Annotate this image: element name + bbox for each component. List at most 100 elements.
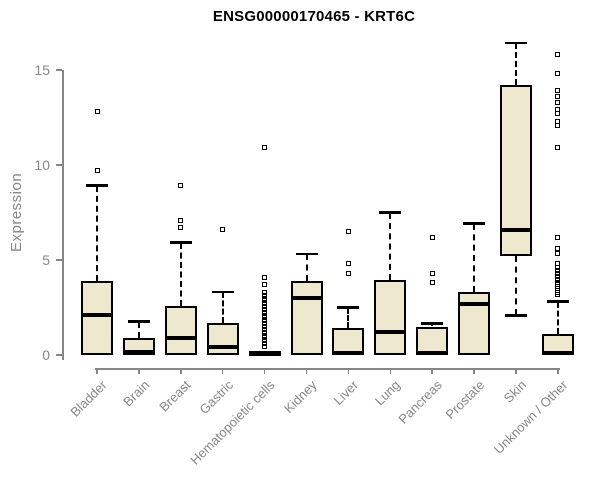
upper-whisker-line — [389, 212, 392, 280]
outlier-point — [555, 246, 561, 252]
outlier-point — [262, 338, 268, 344]
upper-whisker-line — [221, 292, 224, 323]
upper-whisker-cap — [421, 322, 444, 325]
outlier-point — [555, 107, 561, 113]
upper-whisker-line — [179, 242, 182, 306]
y-tick-label: 10 — [34, 157, 50, 173]
outlier-point — [178, 225, 184, 231]
outlier-point — [345, 270, 351, 276]
outlier-point — [555, 88, 561, 94]
outlier-point — [220, 227, 226, 233]
y-tick-label: 5 — [42, 252, 50, 268]
outlier-point — [262, 335, 268, 341]
outlier-point — [262, 315, 268, 321]
outlier-point — [94, 168, 100, 174]
upper-whisker-line — [347, 307, 350, 329]
x-axis-tick — [221, 368, 224, 374]
median-line — [332, 351, 365, 356]
box-iqr — [164, 305, 197, 355]
outlier-point — [262, 292, 268, 298]
median-line — [122, 350, 155, 355]
outlier-point — [555, 250, 561, 256]
x-axis-tick — [473, 368, 475, 374]
upper-whisker-cap — [379, 211, 402, 214]
outlier-point — [555, 234, 561, 240]
upper-whisker-line — [305, 254, 308, 281]
x-category-label: Liver — [330, 377, 362, 408]
x-axis-tick — [557, 368, 559, 374]
y-axis-line — [62, 70, 64, 360]
outlier-point — [555, 273, 561, 279]
upper-whisker-line — [556, 301, 559, 335]
outlier-point — [555, 261, 561, 267]
outlier-point — [262, 321, 268, 327]
upper-whisker-line — [515, 43, 517, 86]
upper-whisker-cap — [546, 300, 569, 303]
x-category-label: Gastric — [195, 377, 236, 418]
outlier-point — [262, 309, 268, 315]
upper-whisker-cap — [127, 320, 150, 323]
upper-whisker-cap — [86, 184, 108, 187]
outlier-point — [262, 326, 268, 332]
x-category-label: Skin — [500, 377, 529, 406]
outlier-point — [262, 145, 268, 151]
outlier-point — [429, 280, 435, 286]
y-axis-label: Expression — [8, 172, 25, 252]
outlier-point — [262, 298, 268, 304]
outlier-point — [429, 234, 435, 240]
y-axis-tick — [56, 259, 62, 261]
median-line — [81, 313, 113, 318]
x-axis-tick — [138, 368, 140, 374]
y-axis-tick — [56, 69, 62, 71]
y-axis-tick — [56, 354, 62, 356]
upper-whisker-line — [473, 223, 476, 293]
median-line — [206, 345, 239, 350]
x-axis-line — [95, 368, 560, 370]
x-category-label: Unknown / Other — [491, 377, 571, 457]
upper-whisker-line — [431, 323, 434, 327]
x-category-label: Bladder — [67, 377, 110, 420]
upper-whisker-cap — [295, 252, 318, 256]
outlier-point — [555, 52, 561, 58]
box-iqr — [81, 280, 113, 355]
outlier-point — [555, 99, 561, 105]
outlier-point — [262, 343, 268, 349]
median-line — [290, 296, 323, 300]
x-axis-tick — [347, 368, 350, 374]
median-line — [416, 351, 449, 356]
outlier-point — [262, 301, 268, 307]
lower-whisker-cap — [505, 314, 527, 317]
x-axis-tick — [263, 368, 266, 374]
box-iqr — [290, 280, 323, 355]
median-line — [458, 301, 491, 306]
x-axis-tick — [305, 368, 308, 374]
outlier-point — [262, 312, 268, 318]
outlier-point — [555, 94, 561, 100]
outlier-point — [262, 274, 268, 280]
outlier-point — [262, 289, 268, 295]
x-axis-tick — [431, 368, 433, 374]
lower-whisker-line — [515, 256, 517, 316]
upper-whisker-cap — [337, 306, 360, 309]
outlier-point — [429, 270, 435, 276]
outlier-point — [178, 217, 184, 223]
y-tick-label: 0 — [42, 347, 50, 363]
outlier-point — [345, 229, 351, 234]
outlier-point — [262, 332, 268, 338]
x-category-label: Breast — [156, 377, 194, 415]
median-line — [248, 352, 281, 357]
x-category-label: Prostate — [442, 377, 488, 423]
outlier-point — [262, 304, 268, 310]
outlier-point — [345, 261, 351, 267]
x-axis-tick — [180, 368, 182, 374]
x-axis-tick — [389, 368, 392, 374]
x-category-label: Brain — [119, 377, 152, 410]
box-iqr — [206, 322, 239, 355]
outlier-point — [555, 270, 561, 276]
x-category-label: Lung — [372, 377, 404, 409]
chart-title: ENSG00000170465 - KRT6C — [212, 8, 416, 25]
upper-whisker-line — [137, 321, 140, 338]
x-axis-tick — [96, 368, 98, 374]
outlier-point — [262, 295, 268, 301]
